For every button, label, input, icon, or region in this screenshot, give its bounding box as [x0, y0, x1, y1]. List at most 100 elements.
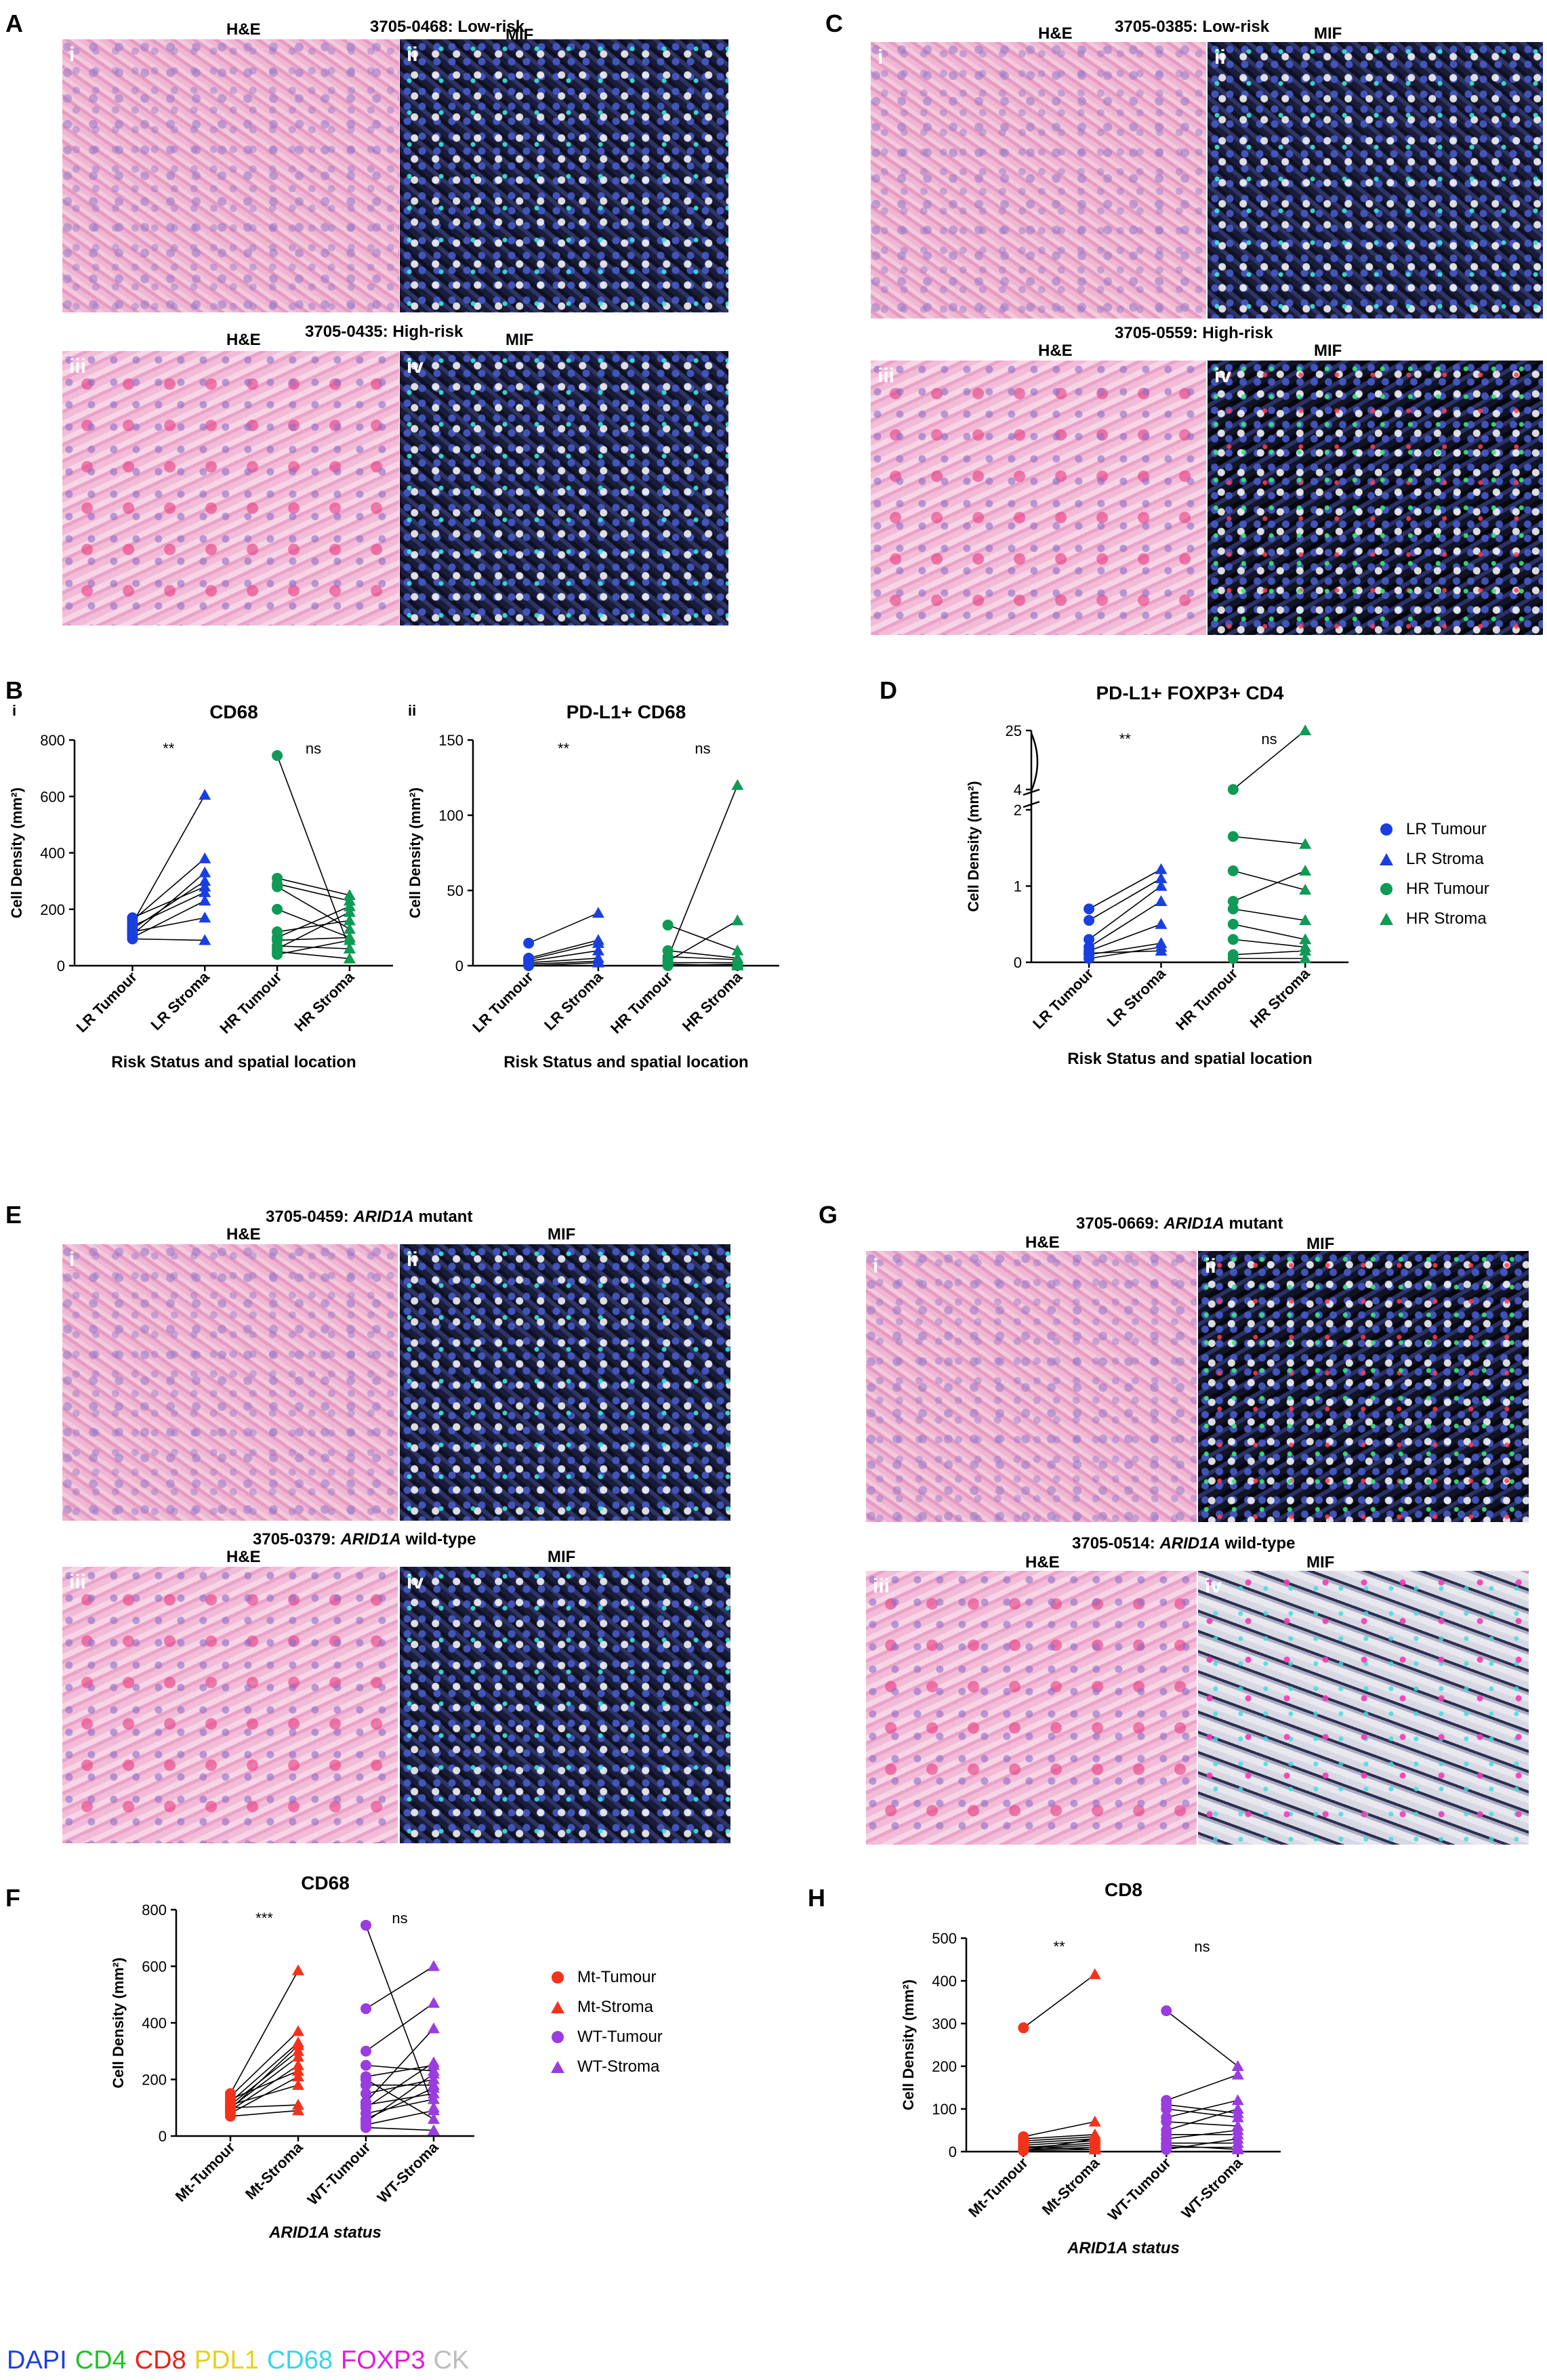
legend-label-lr-stroma: LR Stroma — [1406, 850, 1484, 868]
data-point — [1018, 2022, 1029, 2034]
data-point — [292, 2059, 304, 2070]
pair-line — [1166, 2099, 1238, 2118]
pair-line — [1233, 870, 1306, 902]
caption-e-bottom-gene: ARID1A — [340, 1530, 401, 1548]
x-axis-label: ARID1A status — [268, 2223, 381, 2242]
pair-line — [230, 2030, 299, 2097]
pair-line — [276, 878, 350, 896]
data-point — [199, 880, 211, 892]
pair-line — [1023, 2138, 1095, 2144]
he-label-g-bottom: H&E — [1025, 1553, 1060, 1572]
data-point — [428, 2104, 440, 2116]
mif-image-c-ii: ii — [1208, 42, 1543, 319]
data-point — [199, 852, 211, 863]
pair-line — [1233, 939, 1306, 948]
data-point — [731, 779, 744, 790]
legend-item-wt-tumour: WT-Tumour — [550, 2022, 663, 2052]
data-point — [1231, 2060, 1244, 2071]
pair-line — [667, 924, 738, 951]
legend-label-hr-tumour: HR Tumour — [1406, 880, 1489, 898]
data-point — [1227, 831, 1239, 842]
mif-image-a-iv: iv — [400, 351, 728, 625]
y-tick-label: 2 — [1014, 802, 1022, 819]
chart-title: CD68 — [209, 701, 258, 722]
legend-label-mt-tumour: Mt-Tumour — [577, 1968, 657, 1986]
data-point — [1227, 784, 1239, 795]
x-axis-label: Risk Status and spatial location — [503, 1053, 748, 1071]
y-tick-label: 0 — [455, 958, 463, 974]
pair-line — [1166, 2121, 1238, 2127]
channel-ck: CK — [433, 2346, 470, 2375]
legend-label-lr-tumour: LR Tumour — [1406, 820, 1487, 838]
pair-line — [365, 1965, 434, 2009]
legend-item-mt-stroma: Mt-Stroma — [550, 1992, 663, 2022]
data-point — [343, 905, 356, 917]
y-tick-label: 4 — [1014, 781, 1022, 798]
pair-line — [1088, 885, 1161, 940]
roman-a-ii: ii — [407, 43, 418, 66]
mif-image-e-ii: ii — [400, 1244, 730, 1521]
data-point — [225, 2093, 236, 2105]
data-point — [592, 907, 604, 918]
data-point — [1231, 2068, 1244, 2080]
pair-line — [230, 2045, 299, 2110]
pair-line — [1088, 923, 1161, 951]
x-tick-label: HR Tumour — [607, 968, 676, 1038]
data-point — [1161, 2104, 1172, 2114]
pair-line — [667, 956, 738, 960]
y-tick-label: 600 — [40, 788, 65, 805]
pair-line — [667, 920, 738, 962]
data-point — [292, 2070, 304, 2082]
caption-c-bottom: 3705-0559: High-risk — [1115, 324, 1273, 342]
data-point — [1084, 903, 1095, 915]
pair-line — [1088, 878, 1161, 921]
data-point — [1299, 945, 1312, 956]
legend-label-mt-stroma: Mt-Stroma — [577, 1998, 654, 2016]
pair-line — [230, 2085, 299, 2106]
panel-label-h: H — [808, 1884, 825, 1912]
x-tick-label: Mt-Stroma — [242, 2138, 306, 2202]
x-tick-label: WT-Stroma — [1178, 2154, 1245, 2221]
data-point — [360, 2059, 371, 2071]
significance-annotation: ** — [1054, 1938, 1066, 1955]
he-image-e-iii: iii — [62, 1567, 398, 1843]
legend-label-wt-tumour: WT-Tumour — [577, 2028, 663, 2046]
he-image-c-iii: iii — [871, 361, 1206, 635]
data-point — [1299, 884, 1312, 895]
roman-c-i: i — [878, 46, 884, 68]
pair-line — [276, 911, 350, 949]
mif-image-g-iv: iv — [1198, 1571, 1529, 1845]
data-point — [292, 2025, 304, 2036]
data-point — [428, 2068, 440, 2079]
data-point — [199, 886, 211, 897]
pair-line — [667, 963, 738, 966]
data-point — [1018, 2141, 1029, 2152]
he-image-g-i: i — [866, 1251, 1197, 1522]
legend-label-wt-stroma: WT-Stroma — [577, 2057, 660, 2076]
data-point — [662, 960, 674, 971]
pair-line — [1233, 870, 1306, 890]
pair-line — [276, 905, 350, 939]
channel-dapi: DAPI — [7, 2346, 67, 2375]
data-point — [343, 943, 356, 954]
y-tick-label: 600 — [142, 1958, 167, 1975]
data-point — [272, 949, 283, 960]
data-point — [1299, 914, 1312, 926]
panel-label-a: A — [5, 9, 23, 37]
roman-c-ii: ii — [1214, 46, 1226, 68]
chart-title: PD-L1+ CD68 — [566, 701, 686, 722]
pair-line — [365, 2064, 434, 2078]
channel-legend: DAPI CD4 CD8 PDL1 CD68 FOXP3 CK — [7, 2346, 477, 2375]
caption-a-bottom: 3705-0435: High-risk — [305, 323, 463, 341]
data-point — [428, 2087, 440, 2099]
y-tick-label: 100 — [438, 807, 463, 824]
data-point — [592, 944, 604, 956]
caption-e-top-id: 3705-0459: — [266, 1208, 354, 1226]
pair-line — [277, 937, 350, 941]
pair-line — [1088, 869, 1161, 909]
pair-line — [1233, 950, 1306, 956]
pair-line — [365, 1925, 434, 2108]
y-axis-break-curve — [1030, 733, 1039, 792]
data-point — [199, 911, 211, 923]
data-point — [292, 1964, 304, 1975]
